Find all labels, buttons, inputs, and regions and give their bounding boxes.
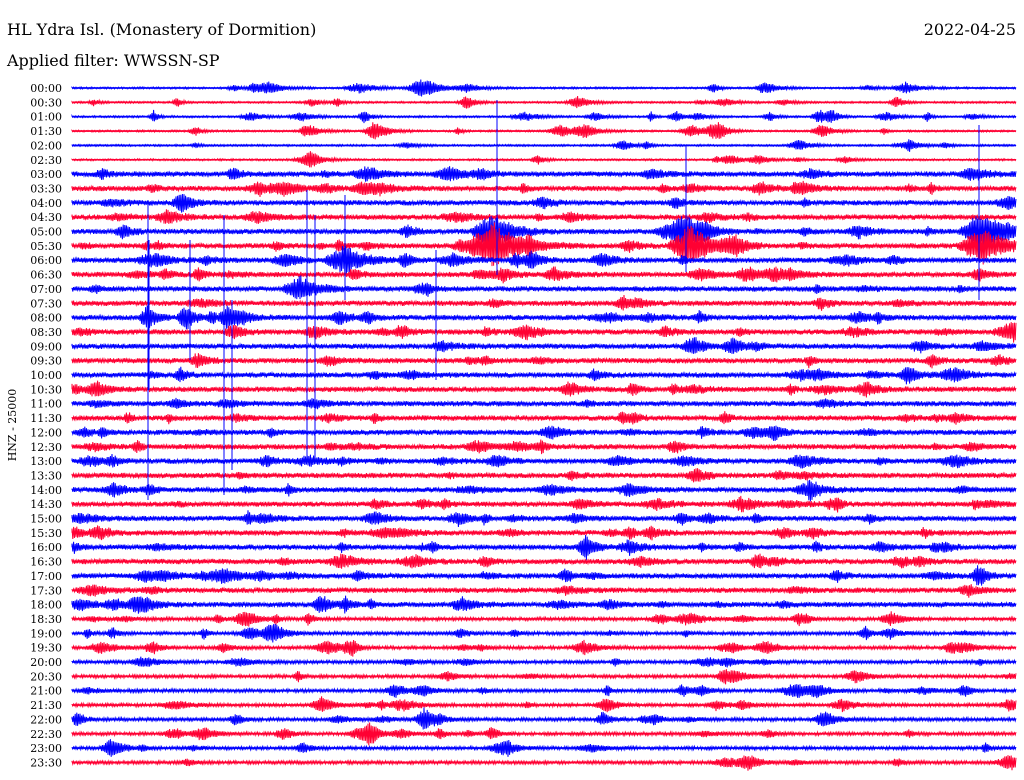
time-tick-label: 20:00 bbox=[30, 656, 62, 669]
seismic-trace-row bbox=[71, 479, 1017, 502]
time-tick-label: 19:00 bbox=[30, 627, 62, 640]
time-tick-label: 08:00 bbox=[30, 312, 62, 325]
seismic-trace-row bbox=[71, 275, 1017, 300]
time-tick-label: 02:30 bbox=[30, 154, 62, 167]
seismic-trace-row bbox=[71, 337, 1017, 354]
time-tick-label: 16:30 bbox=[30, 556, 62, 569]
time-tick-label: 02:00 bbox=[30, 139, 62, 152]
time-tick-label: 11:00 bbox=[30, 398, 62, 411]
time-tick-label: 23:00 bbox=[30, 742, 62, 755]
time-tick-label: 21:30 bbox=[30, 699, 62, 712]
time-tick-label: 00:30 bbox=[30, 96, 62, 109]
filter-label: Applied filter: WWSSN-SP bbox=[7, 51, 220, 70]
time-tick-label: 17:30 bbox=[30, 584, 62, 597]
record-date: 2022-04-25 bbox=[923, 20, 1016, 39]
time-tick-label: 12:00 bbox=[30, 426, 62, 439]
time-tick-label: 16:00 bbox=[30, 541, 62, 554]
time-tick-label: 17:00 bbox=[30, 570, 62, 583]
time-tick-label: 13:30 bbox=[30, 469, 62, 482]
time-tick-label: 03:00 bbox=[30, 168, 62, 181]
time-tick-label: 10:00 bbox=[30, 369, 62, 382]
time-tick-label: 22:00 bbox=[30, 713, 62, 726]
time-tick-label: 13:00 bbox=[30, 455, 62, 468]
time-tick-label: 18:00 bbox=[30, 599, 62, 612]
time-tick-label: 20:30 bbox=[30, 670, 62, 683]
time-tick-label: 15:00 bbox=[30, 513, 62, 526]
time-tick-label: 01:00 bbox=[30, 111, 62, 124]
time-tick-label: 14:00 bbox=[30, 484, 62, 497]
seismic-trace-row bbox=[71, 707, 1017, 730]
time-tick-label: 05:30 bbox=[30, 240, 62, 253]
time-tick-label: 09:00 bbox=[30, 340, 62, 353]
time-tick-label: 22:30 bbox=[30, 728, 62, 741]
time-tick-label: 18:30 bbox=[30, 613, 62, 626]
time-tick-label: 10:30 bbox=[30, 383, 62, 396]
time-tick-label: 12:30 bbox=[30, 441, 62, 454]
time-tick-label: 06:30 bbox=[30, 269, 62, 282]
time-tick-label: 04:00 bbox=[30, 197, 62, 210]
time-tick-label: 21:00 bbox=[30, 685, 62, 698]
time-tick-label: 06:00 bbox=[30, 254, 62, 267]
trace-group bbox=[71, 79, 1017, 771]
seismic-trace-row bbox=[71, 595, 1017, 614]
time-tick-label: 19:30 bbox=[30, 642, 62, 655]
time-tick-label: 11:30 bbox=[30, 412, 62, 425]
time-tick-label: 08:30 bbox=[30, 326, 62, 339]
seismic-trace-row bbox=[71, 425, 1017, 441]
time-tick-label: 07:00 bbox=[30, 283, 62, 296]
y-axis-label: HNZ - 25000 bbox=[6, 389, 19, 462]
time-tick-label: 00:00 bbox=[30, 82, 62, 95]
time-tick-label: 15:30 bbox=[30, 527, 62, 540]
time-tick-label: 03:30 bbox=[30, 182, 62, 195]
time-tick-label: 07:30 bbox=[30, 297, 62, 310]
time-tick-label: 23:30 bbox=[30, 756, 62, 769]
time-tick-label: 05:00 bbox=[30, 226, 62, 239]
time-tick-label: 14:30 bbox=[30, 498, 62, 511]
station-title: HL Ydra Isl. (Monastery of Dormition) bbox=[7, 20, 317, 39]
time-tick-label: 01:30 bbox=[30, 125, 62, 138]
time-tick-label: 09:30 bbox=[30, 355, 62, 368]
time-tick-label: 04:30 bbox=[30, 211, 62, 224]
